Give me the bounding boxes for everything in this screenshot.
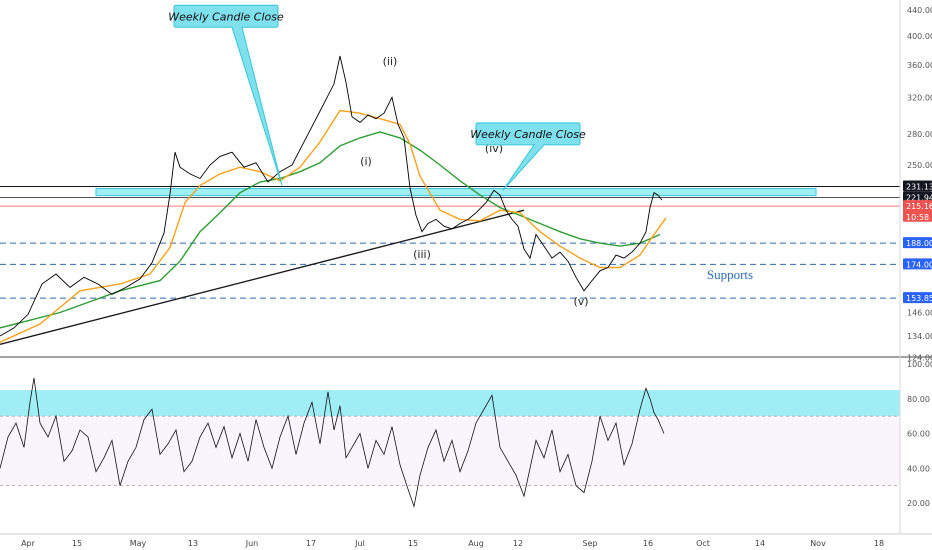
price-tag-6: 153.85: [906, 294, 932, 303]
trendline: [0, 209, 525, 345]
price-tag-bg-5: [903, 258, 932, 270]
price-tag-5: 174.00: [906, 260, 932, 269]
rsi-band: [0, 416, 900, 486]
callout-text-0: Weekly Candle Close: [168, 10, 284, 23]
x-tick-14: Nov: [810, 539, 826, 548]
price-tag-2: 215.16: [906, 202, 932, 211]
rsi-line: [0, 377, 665, 509]
chart-labels: (i)(ii)(iii)(iv)(v)Weekly Candle CloseWe…: [168, 4, 753, 308]
rsi-overbought-zone: [0, 390, 900, 417]
price-tick-1: 400.00: [907, 32, 932, 41]
price-tag-bg-6: [903, 292, 932, 304]
price-tick-4: 280.00: [907, 130, 932, 139]
price-tag-4: 188.00: [906, 239, 932, 248]
callout-text-1: Weekly Candle Close: [470, 128, 586, 141]
price-tag-bg-2: [903, 200, 932, 212]
price-tick-5: 250.00: [907, 161, 932, 170]
price-tick-2: 360.00: [907, 61, 932, 70]
price-tag-bg-0: [903, 180, 932, 192]
price-tick-6: 146.00: [907, 308, 932, 317]
zones: [0, 186, 900, 486]
price-tick-8: 124.00: [907, 353, 932, 362]
x-tick-6: Jul: [354, 539, 365, 548]
price-line: [0, 55, 663, 337]
slow-ma-line: [0, 131, 661, 329]
rsi-tick-2: 60.00: [907, 430, 930, 439]
callout-shape-1: [475, 122, 581, 191]
x-tick-13: 14: [755, 539, 765, 548]
x-tick-11: 16: [643, 539, 653, 548]
series-lines: [0, 55, 667, 509]
callout-1: Weekly Candle Close: [470, 122, 586, 191]
x-tick-4: Jun: [245, 539, 259, 548]
price-tick-7: 134.00: [907, 332, 932, 341]
price-tag-bg-1: [903, 191, 932, 203]
wave-label-1: (ii): [383, 55, 398, 68]
price-tag-3: 10:58: [906, 213, 929, 222]
price-tag-bg-3: [903, 210, 932, 222]
x-tick-0: Apr: [21, 539, 36, 548]
x-tick-9: 12: [513, 539, 523, 548]
rsi-tick-1: 80.00: [907, 395, 930, 404]
rsi-tick-3: 40.00: [907, 464, 930, 473]
price-tick-3: 320.00: [907, 93, 932, 102]
rsi-tick-0: 100.00: [907, 360, 932, 369]
callout-0: Weekly Candle Close: [168, 4, 284, 186]
price-tag-1: 221.94: [906, 194, 932, 203]
rsi-tick-4: 20.00: [907, 499, 930, 508]
price-tag-bg-4: [903, 237, 932, 249]
x-tick-7: 15: [408, 539, 418, 548]
price-tick-0: 440.00: [907, 6, 932, 15]
x-tick-2: May: [130, 539, 147, 548]
resistance-zone: [95, 188, 817, 197]
wave-label-2: (iii): [413, 248, 431, 261]
x-tick-1: 15: [72, 539, 82, 548]
wave-label-0: (i): [360, 155, 372, 168]
x-tick-10: Sep: [582, 539, 597, 548]
x-tick-3: 13: [188, 539, 198, 548]
supports-label: Supports: [707, 267, 753, 282]
x-tick-8: Aug: [468, 539, 484, 548]
callout-shape-0: [173, 4, 283, 186]
x-tick-12: Oct: [696, 539, 710, 548]
wave-label-4: (v): [573, 295, 588, 308]
fast-ma-line: [0, 109, 667, 343]
price-tag-0: 231.13: [906, 183, 932, 192]
x-tick-15: 18: [874, 539, 884, 548]
x-tick-5: 17: [306, 539, 316, 548]
